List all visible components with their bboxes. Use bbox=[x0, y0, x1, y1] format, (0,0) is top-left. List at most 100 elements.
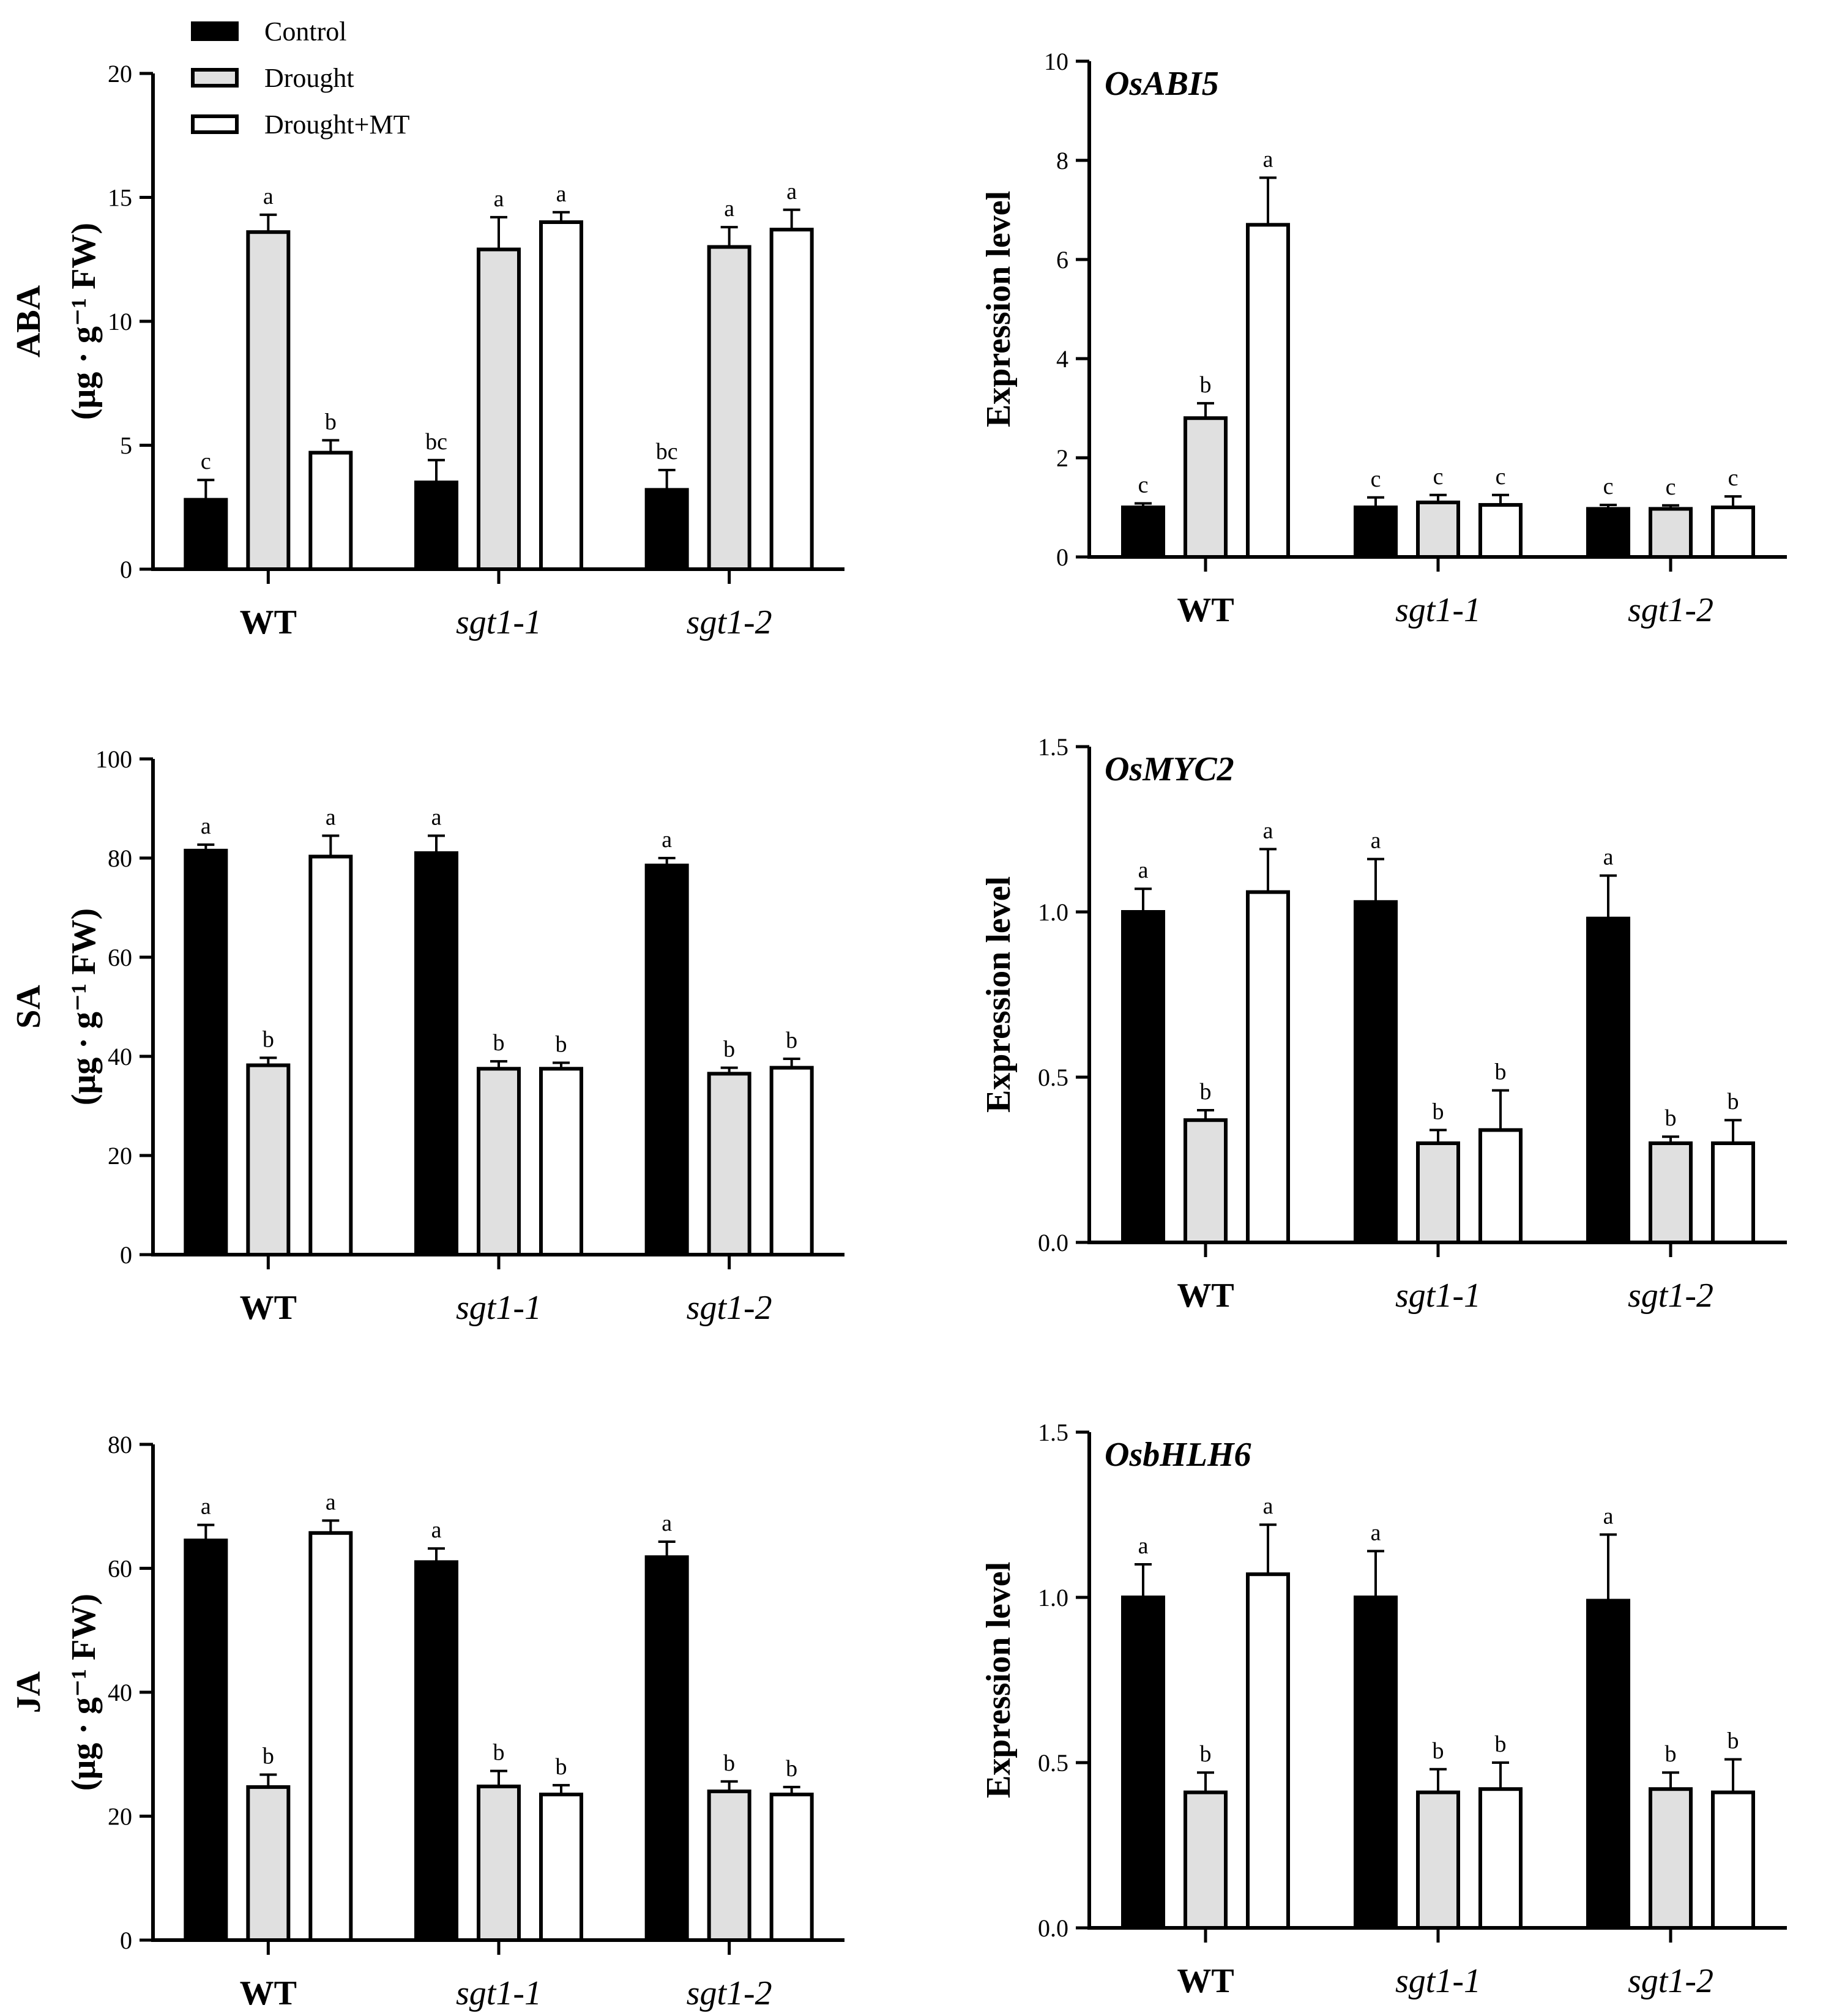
y-tick-label: 2 bbox=[1056, 444, 1068, 472]
bar-control-wt bbox=[1121, 506, 1165, 559]
bar-control-wt bbox=[1121, 910, 1165, 1244]
category-label-wt: WT bbox=[240, 1974, 297, 2012]
significance-letter: a bbox=[1371, 828, 1381, 854]
significance-letter: a bbox=[1371, 1520, 1381, 1545]
significance-letter: a bbox=[556, 181, 567, 207]
significance-letter: b bbox=[1495, 1059, 1507, 1085]
category-label-sgt1-1: sgt1-1 bbox=[456, 1974, 542, 2012]
y-tick-label: 10 bbox=[1044, 48, 1068, 75]
category-label-wt: WT bbox=[240, 1289, 297, 1327]
bar-drought-mt-sgt1-2 bbox=[1711, 1790, 1755, 1930]
significance-letter: c bbox=[1666, 474, 1676, 500]
significance-letter: a bbox=[1263, 146, 1273, 172]
bar-control-sgt1-1 bbox=[1354, 900, 1398, 1244]
y-axis-unit: (μg · g⁻¹ FW) bbox=[65, 908, 103, 1105]
y-axis-label: JA bbox=[10, 1671, 48, 1713]
y-tick-label: 20 bbox=[108, 1803, 132, 1831]
bar-drought-sgt1-2 bbox=[707, 1790, 751, 1942]
bar-control-wt bbox=[1121, 1596, 1165, 1930]
y-axis-unit: (μg · g⁻¹ FW) bbox=[65, 1594, 103, 1791]
significance-letter: c bbox=[1603, 474, 1614, 499]
y-tick-label: 10 bbox=[108, 308, 132, 335]
bar-drought-mt-sgt1-1 bbox=[539, 1067, 583, 1256]
y-tick-label: 5 bbox=[120, 432, 132, 460]
category-label-sgt1-2: sgt1-2 bbox=[1628, 1277, 1713, 1315]
category-label-wt: WT bbox=[1177, 591, 1234, 629]
significance-letter: b bbox=[723, 1037, 735, 1062]
significance-letter: a bbox=[662, 1510, 672, 1536]
category-label-sgt1-1: sgt1-1 bbox=[456, 1289, 542, 1327]
osbhlh6-panel: 0.0 0.5 1.0 1.5 WT a b a sgt1-1 a b b sgt1-2 a b b Expre… bbox=[980, 1419, 1787, 2000]
bar-drought-mt-wt bbox=[308, 854, 353, 1256]
bar-drought-mt-sgt1-1 bbox=[539, 1793, 583, 1942]
category-label-sgt1-1: sgt1-1 bbox=[1395, 1962, 1481, 2000]
significance-letter: c bbox=[1728, 465, 1739, 491]
osmyc2-panel: 0.0 0.5 1.0 1.5 WT a b a sgt1-1 a b b sgt1-2 a b b Expre… bbox=[980, 733, 1787, 1315]
y-tick-label: 60 bbox=[108, 944, 132, 971]
y-tick-label: 1.0 bbox=[1038, 898, 1068, 926]
y-tick-label: 80 bbox=[108, 1431, 132, 1458]
significance-letter: b bbox=[263, 1026, 274, 1052]
bar-drought-wt bbox=[1184, 1790, 1228, 1930]
bar-drought-wt bbox=[246, 230, 291, 571]
significance-letter: b bbox=[1728, 1089, 1739, 1114]
y-tick-label: 1.5 bbox=[1038, 733, 1068, 761]
significance-letter: b bbox=[786, 1756, 797, 1782]
y-axis-label: Expression level bbox=[980, 1562, 1018, 1798]
category-label-wt: WT bbox=[1177, 1962, 1234, 2000]
bar-drought-wt bbox=[246, 1063, 291, 1257]
bar-control-wt bbox=[184, 1538, 228, 1942]
significance-letter: a bbox=[201, 813, 211, 839]
bar-drought-sgt1-1 bbox=[477, 247, 521, 571]
bar-drought-sgt1-1 bbox=[1416, 500, 1460, 559]
significance-letter: a bbox=[201, 1494, 211, 1520]
aba-panel: 0 5 10 15 20 WT c a b sgt1-1 bc a a sgt1-2 bc a a ABA (μg … bbox=[10, 17, 844, 641]
bar-drought-sgt1-2 bbox=[707, 1072, 751, 1256]
y-tick-label: 0.5 bbox=[1038, 1064, 1068, 1091]
y-tick-label: 40 bbox=[108, 1679, 132, 1706]
significance-letter: b bbox=[1433, 1099, 1444, 1124]
significance-letter: a bbox=[1603, 1503, 1614, 1529]
bar-drought-sgt1-1 bbox=[1416, 1141, 1460, 1244]
significance-letter: a bbox=[326, 1490, 336, 1515]
chart-title: OsMYC2 bbox=[1105, 750, 1234, 788]
osabi5-panel: 0 2 4 6 8 10 WT c b a sgt1-1 c c c sgt1-2 c c c Expression… bbox=[980, 48, 1787, 629]
bar-control-sgt1-2 bbox=[644, 864, 689, 1256]
significance-letter: b bbox=[325, 409, 337, 435]
bar-drought-mt-sgt1-1 bbox=[1478, 1787, 1523, 1930]
y-tick-label: 0 bbox=[120, 1241, 132, 1269]
ja-panel: 0 20 40 60 80 WT a b a sgt1-1 a b b sgt1-2 a b b JA (μg · … bbox=[10, 1431, 844, 2012]
bar-drought-mt-sgt1-2 bbox=[769, 1066, 814, 1256]
bar-drought-mt-sgt1-2 bbox=[769, 228, 814, 571]
y-axis-label: ABA bbox=[10, 285, 48, 357]
significance-letter: a bbox=[1138, 1533, 1149, 1559]
legend-swatch-drought-mt bbox=[191, 114, 239, 134]
significance-letter: c bbox=[1433, 464, 1444, 490]
y-axis-unit: (μg · g⁻¹ FW) bbox=[65, 223, 103, 420]
y-tick-label: 8 bbox=[1056, 147, 1068, 174]
significance-letter: b bbox=[1200, 1079, 1212, 1105]
significance-letter: b bbox=[786, 1028, 797, 1053]
bar-drought-sgt1-1 bbox=[477, 1067, 521, 1256]
bar-control-sgt1-1 bbox=[1354, 1596, 1398, 1930]
significance-letter: a bbox=[786, 179, 797, 204]
bar-control-sgt1-2 bbox=[644, 1555, 689, 1942]
y-tick-label: 20 bbox=[108, 60, 132, 88]
y-tick-label: 0.5 bbox=[1038, 1749, 1068, 1777]
legend-swatch-drought bbox=[191, 68, 239, 88]
y-tick-label: 6 bbox=[1056, 246, 1068, 274]
y-axis-label: Expression level bbox=[980, 876, 1018, 1113]
significance-letter: c bbox=[1496, 464, 1506, 490]
legend-label-control: Control bbox=[264, 17, 346, 47]
y-tick-label: 40 bbox=[108, 1043, 132, 1070]
significance-letter: a bbox=[1138, 857, 1149, 883]
significance-letter: b bbox=[1433, 1738, 1444, 1764]
bar-drought-mt-sgt1-2 bbox=[769, 1793, 814, 1942]
bar-drought-mt-wt bbox=[1246, 223, 1290, 559]
significance-letter: c bbox=[201, 449, 211, 474]
y-tick-label: 0.0 bbox=[1038, 1229, 1068, 1256]
significance-letter: b bbox=[1665, 1741, 1677, 1767]
y-tick-label: 0.0 bbox=[1038, 1914, 1068, 1942]
legend-swatch-control bbox=[191, 21, 239, 41]
